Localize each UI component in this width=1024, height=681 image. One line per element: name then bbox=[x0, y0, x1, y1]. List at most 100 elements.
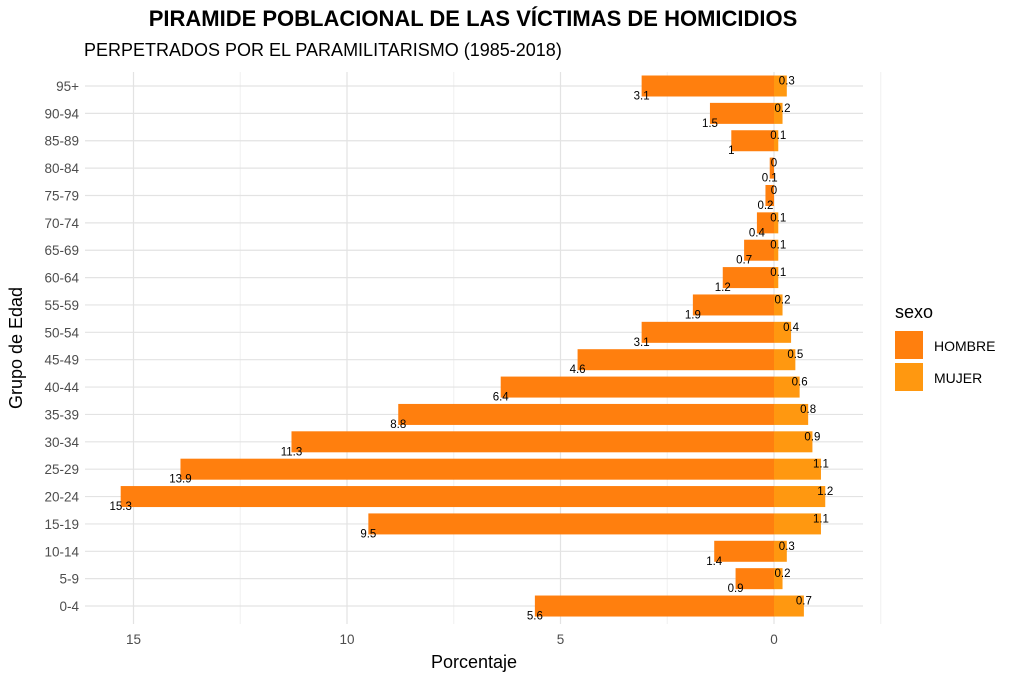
y-axis-label: Grupo de Edad bbox=[6, 287, 26, 409]
legend-swatch-hombre bbox=[895, 331, 923, 359]
bar-hombre-85-89 bbox=[731, 130, 774, 152]
bar-hombre-5-9 bbox=[735, 568, 774, 590]
data-label-mujer-30-34: 0.9 bbox=[804, 431, 820, 443]
bar-hombre-10-14 bbox=[714, 540, 774, 562]
bar-hombre-90-94 bbox=[709, 102, 774, 124]
data-label-hombre-80-84: 0.1 bbox=[762, 173, 778, 185]
x-tick-label-0: 0 bbox=[770, 632, 778, 647]
bar-mujer-65-69 bbox=[774, 239, 779, 261]
bar-mujer-50-54 bbox=[774, 321, 792, 343]
data-label-hombre-15-19: 9.5 bbox=[360, 528, 376, 540]
legend-title: sexo bbox=[895, 302, 933, 322]
data-label-mujer-10-14: 0.3 bbox=[779, 541, 795, 553]
y-tick-label-30-34: 30-34 bbox=[44, 435, 79, 450]
data-label-hombre-40-44: 6.4 bbox=[493, 392, 510, 404]
y-tick-label-5-9: 5-9 bbox=[59, 572, 79, 587]
x-tick-label-5: 5 bbox=[557, 632, 565, 647]
bar-mujer-90-94 bbox=[774, 102, 783, 124]
data-label-mujer-50-54: 0.4 bbox=[783, 322, 800, 334]
bar-mujer-20-24 bbox=[774, 486, 826, 508]
y-tick-label-45-49: 45-49 bbox=[44, 353, 79, 368]
bar-hombre-95+ bbox=[641, 75, 774, 97]
x-axis-label: Porcentaje bbox=[431, 652, 517, 672]
y-tick-label-40-44: 40-44 bbox=[44, 380, 79, 395]
bar-hombre-40-44 bbox=[500, 376, 774, 398]
chart-title: PIRAMIDE POBLACIONAL DE LAS VÍCTIMAS DE … bbox=[149, 6, 798, 31]
data-label-hombre-75-79: 0.2 bbox=[757, 200, 773, 212]
y-tick-label-95+: 95+ bbox=[56, 79, 79, 94]
data-label-mujer-90-94: 0.2 bbox=[775, 103, 791, 115]
data-label-mujer-80-84: 0 bbox=[771, 158, 777, 170]
bar-mujer-60-64 bbox=[774, 267, 779, 289]
y-tick-label-65-69: 65-69 bbox=[44, 243, 79, 258]
data-labels: 5.6 0.7 0.9 0.2 1.4 0.3 9.5 1.1 15.3 1.2 13.9 1.1 11… bbox=[109, 76, 833, 623]
y-tick-label-20-24: 20-24 bbox=[44, 490, 79, 505]
bar-mujer-40-44 bbox=[774, 376, 800, 398]
bar-mujer-25-29 bbox=[774, 458, 821, 480]
data-label-mujer-40-44: 0.6 bbox=[792, 377, 808, 389]
y-tick-label-10-14: 10-14 bbox=[44, 544, 79, 559]
bar-hombre-55-59 bbox=[692, 294, 774, 316]
data-label-mujer-95+: 0.3 bbox=[779, 76, 795, 88]
x-axis-tick-labels: 15 10 5 0 bbox=[126, 632, 778, 647]
y-tick-label-90-94: 90-94 bbox=[44, 106, 79, 121]
bar-mujer-70-74 bbox=[774, 212, 779, 234]
legend-swatch-mujer bbox=[895, 363, 923, 391]
y-tick-label-15-19: 15-19 bbox=[44, 517, 79, 532]
bar-hombre-30-34 bbox=[291, 431, 774, 453]
bar-mujer-10-14 bbox=[774, 540, 787, 562]
data-label-mujer-25-29: 1.1 bbox=[813, 459, 829, 471]
data-label-mujer-5-9: 0.2 bbox=[775, 568, 791, 580]
x-tick-label-10: 10 bbox=[339, 632, 354, 647]
bar-hombre-70-74 bbox=[756, 212, 774, 234]
data-label-hombre-25-29: 13.9 bbox=[169, 474, 191, 486]
y-tick-label-50-54: 50-54 bbox=[44, 325, 79, 340]
bar-hombre-50-54 bbox=[641, 321, 774, 343]
data-label-hombre-95+: 3.1 bbox=[634, 91, 650, 103]
data-label-mujer-60-64: 0.1 bbox=[770, 267, 786, 279]
data-label-mujer-75-79: 0 bbox=[771, 185, 777, 197]
bar-mujer-35-39 bbox=[774, 403, 809, 425]
chart-subtitle: PERPETRADOS POR EL PARAMILITARISMO (1985… bbox=[84, 40, 562, 60]
bar-mujer-55-59 bbox=[774, 294, 783, 316]
y-tick-label-80-84: 80-84 bbox=[44, 161, 79, 176]
data-label-hombre-20-24: 15.3 bbox=[109, 501, 131, 513]
bar-mujer-85-89 bbox=[774, 130, 779, 152]
data-label-hombre-35-39: 8.8 bbox=[390, 419, 406, 431]
data-label-hombre-30-34: 11.3 bbox=[281, 446, 303, 458]
bar-hombre-75-79 bbox=[765, 184, 774, 206]
data-label-mujer-55-59: 0.2 bbox=[775, 294, 791, 306]
data-label-hombre-5-9: 0.9 bbox=[728, 583, 744, 595]
bar-hombre-20-24 bbox=[120, 486, 774, 508]
bar-hombre-60-64 bbox=[722, 267, 774, 289]
bar-mujer-15-19 bbox=[774, 513, 821, 535]
bar-mujer-0-4 bbox=[774, 595, 804, 617]
data-label-mujer-45-49: 0.5 bbox=[787, 349, 803, 361]
bar-mujer-95+ bbox=[774, 75, 787, 97]
bar-hombre-0-4 bbox=[534, 595, 774, 617]
data-label-hombre-60-64: 1.2 bbox=[715, 282, 731, 294]
y-axis-tick-labels: 0-4 5-9 10-14 15-19 20-24 25-29 30-34 35-39 40-4… bbox=[44, 79, 79, 614]
y-tick-label-60-64: 60-64 bbox=[44, 271, 79, 286]
data-label-mujer-15-19: 1.1 bbox=[813, 513, 829, 525]
bar-mujer-30-34 bbox=[774, 431, 813, 453]
bar-hombre-15-19 bbox=[368, 513, 774, 535]
y-tick-label-75-79: 75-79 bbox=[44, 188, 79, 203]
data-label-mujer-65-69: 0.1 bbox=[770, 240, 786, 252]
data-label-hombre-65-69: 0.7 bbox=[736, 255, 752, 267]
y-tick-label-35-39: 35-39 bbox=[44, 407, 79, 422]
bar-hombre-80-84 bbox=[769, 157, 774, 179]
data-label-hombre-10-14: 1.4 bbox=[706, 556, 723, 568]
y-tick-label-0-4: 0-4 bbox=[59, 599, 79, 614]
data-label-mujer-0-4: 0.7 bbox=[796, 596, 812, 608]
data-label-hombre-50-54: 3.1 bbox=[634, 337, 650, 349]
data-label-hombre-70-74: 0.4 bbox=[749, 227, 766, 239]
bar-mujer-5-9 bbox=[774, 568, 783, 590]
data-label-mujer-20-24: 1.2 bbox=[817, 486, 833, 498]
y-tick-label-85-89: 85-89 bbox=[44, 134, 79, 149]
bar-hombre-25-29 bbox=[180, 458, 775, 480]
bar-hombre-35-39 bbox=[398, 403, 774, 425]
y-tick-label-25-29: 25-29 bbox=[44, 462, 79, 477]
data-label-hombre-0-4: 5.6 bbox=[527, 611, 543, 623]
